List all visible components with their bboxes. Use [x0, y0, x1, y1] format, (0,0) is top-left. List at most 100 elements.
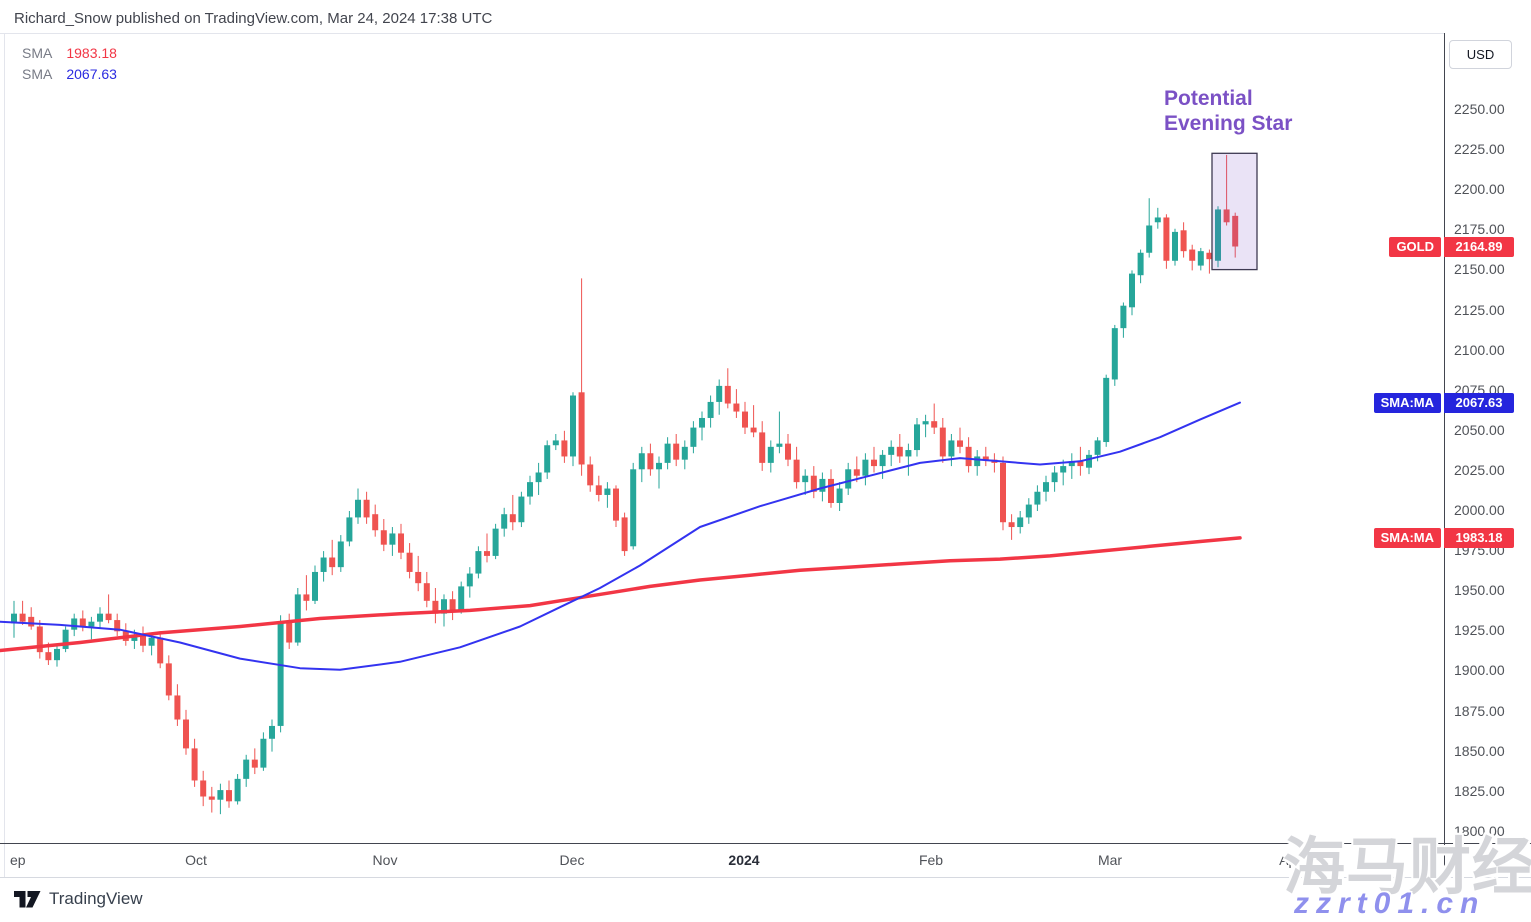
candle-body — [1172, 231, 1178, 261]
candle-body — [845, 469, 852, 489]
candle-body — [1189, 249, 1196, 261]
candle-body — [501, 514, 508, 529]
candle-body — [389, 533, 396, 545]
time-tick-label: ep — [10, 852, 26, 868]
candle-body — [1094, 440, 1101, 455]
candle-body — [1232, 215, 1239, 247]
tradingview-brand-text: TradingView — [49, 889, 143, 908]
candle-body — [535, 472, 542, 483]
price-tick-label: 2150.00 — [1454, 261, 1505, 278]
candle-body — [1043, 482, 1049, 492]
candle-body — [475, 551, 482, 574]
candle-body — [965, 446, 972, 467]
candle-body — [767, 446, 774, 463]
candle-body — [905, 450, 912, 457]
candle-body — [372, 514, 379, 531]
gold-price-label-name: GOLD — [1389, 236, 1441, 257]
candle-body — [320, 557, 327, 572]
candle-body — [914, 424, 920, 451]
price-tick-label: 2250.00 — [1454, 101, 1505, 117]
candle-body — [552, 440, 559, 446]
candle-body — [802, 475, 809, 483]
candle-body — [742, 411, 748, 428]
candle-body — [819, 478, 826, 492]
candle-body — [88, 621, 95, 627]
gold-price-label-value: 2164.89 — [1444, 236, 1514, 257]
candle-body — [1146, 225, 1153, 253]
candle-body — [71, 618, 78, 630]
candle-body — [656, 462, 662, 470]
candle-body — [699, 417, 705, 428]
candle-body — [36, 626, 43, 653]
candle-body — [294, 594, 301, 643]
currency-button[interactable]: USD — [1449, 40, 1512, 69]
watermark-url: zzrt01.cn — [1294, 887, 1486, 920]
candle-body — [931, 421, 938, 428]
time-tick-label: Dec — [559, 852, 585, 868]
evening-star-annotation[interactable]: Potential Evening Star — [1164, 86, 1292, 136]
candle-body — [28, 616, 35, 627]
candle-body — [226, 790, 232, 802]
candle-body — [191, 748, 198, 781]
price-tick-label: 2050.00 — [1454, 421, 1505, 438]
time-tick-label: Apr — [1279, 852, 1301, 868]
candle-body — [810, 475, 817, 492]
candle-body — [1197, 251, 1204, 266]
candle-body — [1034, 491, 1041, 505]
time-tick-label: Nov — [372, 852, 398, 868]
candle-body — [251, 759, 258, 768]
candle-body — [458, 586, 465, 611]
candle-body — [1154, 217, 1161, 223]
candle-body — [1008, 522, 1015, 528]
candle-body — [793, 459, 800, 483]
candle-body — [1120, 305, 1127, 329]
candle-body — [957, 440, 963, 447]
legend-row-sma-200[interactable]: SMA 1983.18 — [22, 43, 117, 64]
candle-body — [1223, 209, 1230, 223]
candle-body — [432, 600, 439, 614]
candle-body — [509, 514, 516, 523]
candle-body — [269, 725, 275, 739]
candle-body — [1129, 273, 1135, 308]
tradingview-attribution[interactable]: TradingView — [14, 889, 143, 909]
sma-value: 2067.63 — [66, 66, 117, 82]
candle-body — [1206, 252, 1213, 260]
candle-body — [690, 427, 697, 447]
candle-body — [200, 780, 207, 797]
candle-body — [286, 621, 293, 643]
candle-body — [45, 652, 52, 661]
candle-body — [1180, 230, 1187, 252]
candle-body — [1077, 461, 1084, 467]
candle-body — [1068, 461, 1075, 467]
candle-body — [638, 453, 645, 470]
candle-body — [148, 637, 155, 646]
sma_red-line — [0, 536, 1242, 653]
legend-row-sma-50[interactable]: SMA 2067.63 — [22, 64, 117, 85]
candle-body — [492, 528, 499, 556]
candle-body — [1086, 454, 1092, 468]
candle-body — [140, 634, 146, 646]
candle-body — [415, 571, 422, 584]
candle-body — [1103, 377, 1110, 443]
candle-body — [759, 432, 766, 463]
candle-body — [54, 648, 60, 661]
candle-body — [776, 443, 783, 447]
candle-body — [466, 573, 473, 587]
candle-body — [1051, 472, 1058, 483]
candle-body — [312, 571, 318, 601]
candle-body — [1060, 466, 1067, 473]
price-tick-label: 1900.00 — [1454, 662, 1505, 679]
price-tick-label: 2200.00 — [1454, 181, 1505, 198]
candle-body — [277, 621, 284, 726]
candle-body — [174, 695, 181, 720]
candle-body — [11, 613, 17, 624]
candle-body — [449, 599, 456, 611]
candle-body — [1215, 209, 1221, 261]
candle-body — [974, 456, 981, 467]
sma-price-label-name: SMA:MA — [1373, 527, 1441, 548]
price-tick-label: 2225.00 — [1454, 141, 1505, 158]
candle-body — [888, 446, 895, 455]
candle-body — [1025, 504, 1032, 518]
candle-body — [561, 440, 568, 457]
